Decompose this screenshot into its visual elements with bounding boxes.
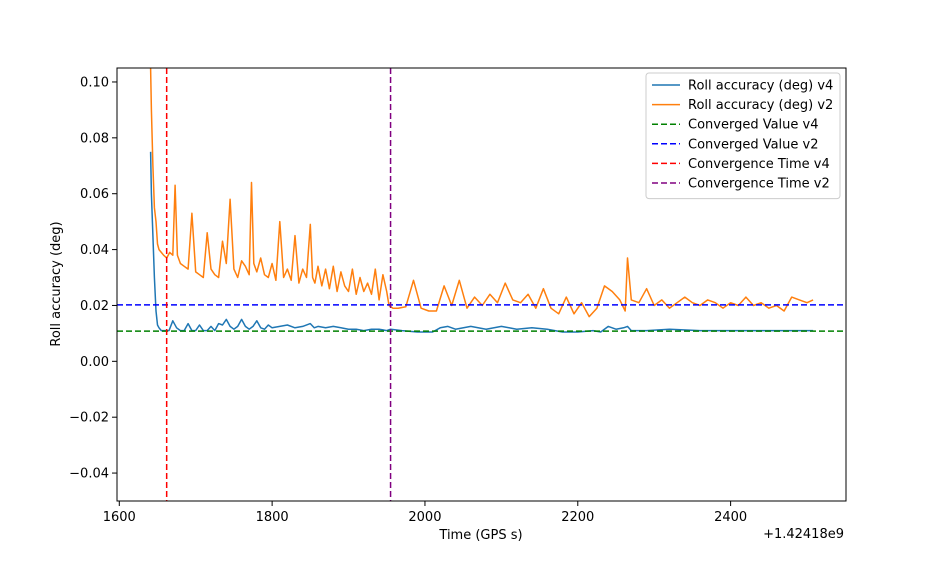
axes-frame [116, 67, 847, 502]
x-tick-label: 2200 [561, 510, 594, 525]
y-tick-label: 0.08 [80, 131, 109, 146]
x-tick-label: 1800 [256, 510, 289, 525]
y-tick-label: 0.06 [80, 187, 109, 202]
x-tick-label: 2000 [408, 510, 441, 525]
legend-label: Converged Value v4 [688, 118, 819, 133]
y-tick-label: −0.04 [69, 467, 109, 482]
x-tick-label: 2400 [714, 510, 747, 525]
legend-label: Convergence Time v2 [688, 177, 830, 192]
y-tick-label: 0.10 [80, 75, 109, 90]
legend-label: Convergence Time v4 [688, 157, 830, 172]
x-tick-label: 1600 [103, 510, 136, 525]
x-axis: 1600 1800 2000 2200 2400 [103, 501, 747, 525]
y-tick-label: 0.02 [80, 299, 109, 314]
y-axis: −0.04 −0.02 0.00 0.02 0.04 0.06 0.08 0.10 [69, 75, 117, 482]
series-line-roll-accuracy-deg-v4 [149, 151, 814, 333]
y-tick-label: 0.04 [80, 243, 109, 258]
legend: Roll accuracy (deg) v4 Roll accuracy (deg… [645, 72, 841, 200]
plot-area [117, 68, 846, 501]
y-tick-label: 0.00 [80, 355, 109, 370]
legend-label: Roll accuracy (deg) v4 [688, 79, 833, 94]
x-axis-label: Time (GPS s) [438, 528, 522, 543]
legend-box [645, 72, 841, 200]
x-offset-label: +1.42418e9 [763, 527, 844, 542]
y-axis-label: Roll accuracy (deg) [49, 221, 64, 346]
legend-label: Converged Value v2 [688, 137, 819, 152]
legend-label: Roll accuracy (deg) v2 [688, 98, 833, 113]
series-line-roll-accuracy-deg-v2 [149, 68, 814, 318]
y-tick-label: −0.02 [69, 411, 109, 426]
